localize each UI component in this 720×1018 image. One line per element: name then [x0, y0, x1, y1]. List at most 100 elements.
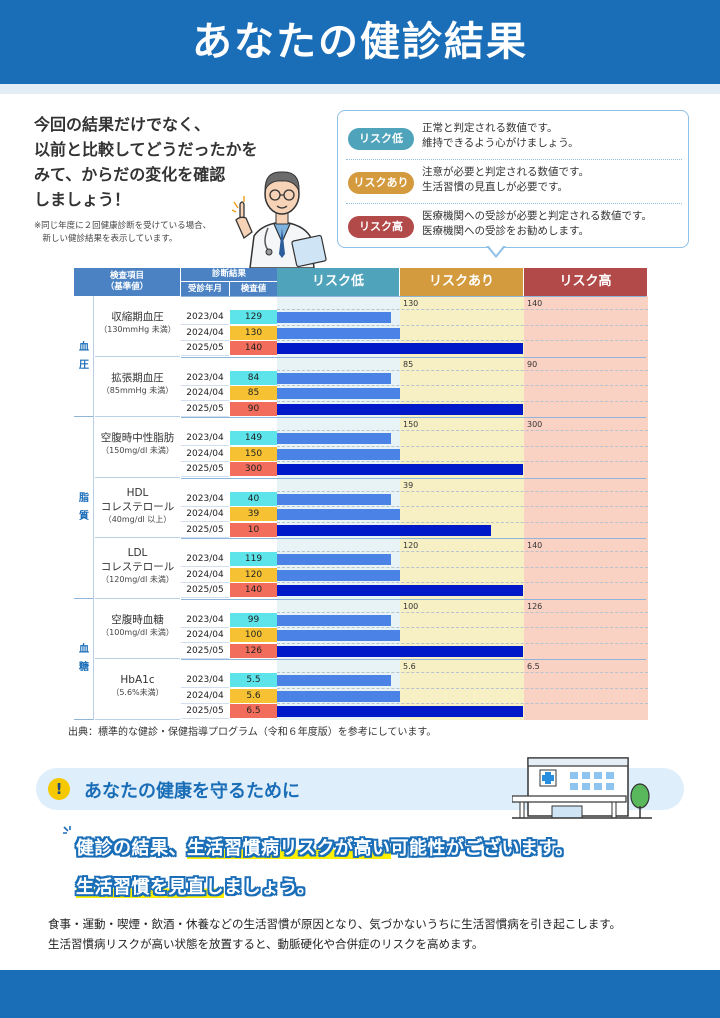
legend-line: 維持できるよう心がけましょう。 — [422, 137, 579, 149]
row-dash — [277, 551, 648, 552]
legend-row-low: リスク低 正常と判定される数値です。 維持できるよう心がけましょう。 — [346, 119, 682, 159]
risk-header-low: リスク低 — [277, 268, 399, 296]
legend-line: 医療機関への受診をお勧めします。 — [422, 225, 589, 237]
exam-value: 39 — [230, 507, 277, 522]
row-dash — [277, 461, 648, 462]
row-divider — [181, 356, 646, 358]
intro-line: みて、からだの変化を確認 — [34, 165, 226, 184]
result-bar — [277, 343, 523, 354]
group-char: 質 — [79, 510, 89, 522]
item-cell: 空腹時血糖 （100mg/dl 未満） — [95, 599, 180, 659]
hospital-icon — [512, 757, 652, 819]
result-bar — [277, 524, 492, 536]
exam-value: 120 — [230, 567, 277, 583]
item-standard: （150mg/dl 未満） — [101, 446, 174, 455]
legend-line: 正常と判定される数値です。 — [422, 122, 558, 134]
result-bar — [277, 690, 400, 702]
group-cell: 血糖 — [74, 598, 94, 720]
result-bar — [277, 388, 400, 399]
row-divider — [181, 538, 646, 539]
intro-note: ※同じ年度に２回健康診断を受けている場合、 新しい健診結果を表示しています。 — [34, 220, 254, 246]
exam-value: 119 — [230, 552, 277, 567]
message-line-2: 生活習慣を見直しましょう。 — [76, 873, 315, 899]
item-standard: （5.6%未満） — [111, 688, 164, 697]
item-cell: 空腹時中性脂肪 （150mg/dl 未満） — [95, 417, 180, 478]
threshold-label: 6.5 — [527, 662, 540, 671]
legend-pointer-fill — [488, 245, 504, 255]
result-bar — [277, 509, 400, 520]
row-dash — [277, 642, 648, 644]
page-title: あなたの健診結果 — [192, 19, 528, 65]
header-item-label: 検査項目 — [109, 271, 144, 281]
row-dash — [277, 627, 648, 628]
intro-text: 今回の結果だけでなく、 以前と比較してどうだったかを みて、からだの変化を確認 … — [34, 112, 324, 212]
legend-text-high: 医療機関への受診が必要と判定される数値です。 医療機関への受診をお勧めします。 — [422, 209, 684, 239]
legend-text-low: 正常と判定される数値です。 維持できるよう心がけましょう。 — [422, 121, 684, 151]
row-dash — [277, 324, 648, 326]
exam-value: 5.5 — [230, 673, 277, 688]
exam-date: 2024/04 — [181, 446, 229, 462]
row-divider — [181, 477, 646, 479]
header-year: 受診年月 — [181, 282, 229, 296]
exam-date: 2025/05 — [181, 643, 229, 659]
threshold-label: 130 — [403, 299, 419, 308]
intro-note-line: 新しい健診結果を表示しています。 — [34, 234, 178, 244]
item-cell: HDL コレステロール （40mg/dl 以上） — [95, 478, 180, 538]
legend-pill-high: リスク高 — [348, 216, 414, 238]
exam-date: 2024/04 — [181, 628, 229, 643]
item-standard: （40mg/dl 以上） — [103, 514, 172, 524]
intro-line: 以前と比較してどうだったかを — [34, 140, 258, 159]
exam-value: 100 — [230, 628, 277, 643]
result-bar — [277, 372, 392, 384]
row-dash — [277, 566, 648, 568]
threshold-label: 126 — [527, 601, 543, 611]
result-bar — [277, 675, 392, 686]
row-dash — [277, 521, 648, 523]
legend-text-mid: 注意が必要と判定される数値です。 生活習慣の見直しが必要です。 — [422, 165, 684, 195]
exam-date: 2024/04 — [181, 386, 229, 401]
group-char: 血 — [79, 644, 89, 655]
item-standard: （85mmHg 未満） — [101, 385, 174, 395]
row-dash — [277, 687, 648, 689]
header-result: 診断結果 — [181, 268, 277, 281]
message-highlight: 生活習慣病リスクが高い — [187, 838, 391, 859]
item-standard: （120mg/dl 未満） — [101, 575, 174, 584]
item-name: 拡張期血圧 — [111, 371, 164, 384]
source-note: 出典：標準的な健診・保健指導プログラム（令和６年度版）を参考にしています。 — [68, 727, 437, 738]
exam-date: 2024/04 — [181, 507, 229, 522]
results-table: 検査項目 （基準値） 診断結果 受診年月 検査値 リスク低 リスクあり リスク高 収縮… — [74, 268, 648, 720]
row-dash — [277, 445, 648, 447]
row-divider — [181, 659, 646, 660]
exam-value: 140 — [230, 583, 277, 598]
item-cell: LDL コレステロール （120mg/dl 未満） — [95, 538, 180, 599]
row-dash — [277, 369, 648, 371]
exam-date: 2025/05 — [181, 462, 229, 477]
intro-line: 今回の結果だけでなく、 — [34, 115, 211, 134]
exam-value: 129 — [230, 310, 277, 325]
group-char: 糖 — [79, 662, 89, 673]
row-dash — [277, 400, 648, 402]
item-name: HDL — [126, 486, 149, 499]
result-bar — [277, 403, 523, 415]
exam-value: 6.5 — [230, 704, 277, 719]
row-dash — [277, 703, 648, 704]
header-divider — [0, 84, 720, 94]
legend-pill-mid: リスクあり — [348, 172, 414, 194]
exam-date: 2025/05 — [181, 704, 229, 719]
exam-date: 2023/04 — [181, 491, 229, 507]
exam-date: 2025/05 — [181, 401, 229, 417]
risk-header-mid: リスクあり — [400, 268, 523, 296]
row-dash — [277, 672, 648, 673]
exam-value: 150 — [230, 446, 277, 462]
footer-bar — [0, 970, 720, 1018]
advice-text: 食事・運動・喫煙・飲酒・休養などの生活習慣が原因となり、気づかないうちに生活習慣… — [48, 914, 688, 954]
legend-row-high: リスク高 医療機関への受診が必要と判定される数値です。 医療機関への受診をお勧め… — [346, 207, 682, 247]
threshold-label: 85 — [403, 359, 414, 369]
item-cell: HbA1c （5.6%未満） — [95, 659, 180, 720]
legend-row-mid: リスクあり 注意が必要と判定される数値です。 生活習慣の見直しが必要です。 — [346, 163, 682, 203]
header-value: 検査値 — [230, 282, 277, 296]
message-text: ましょう。 — [224, 877, 316, 898]
result-bar — [277, 327, 400, 339]
result-bar — [277, 554, 392, 565]
row-dash — [277, 309, 648, 310]
